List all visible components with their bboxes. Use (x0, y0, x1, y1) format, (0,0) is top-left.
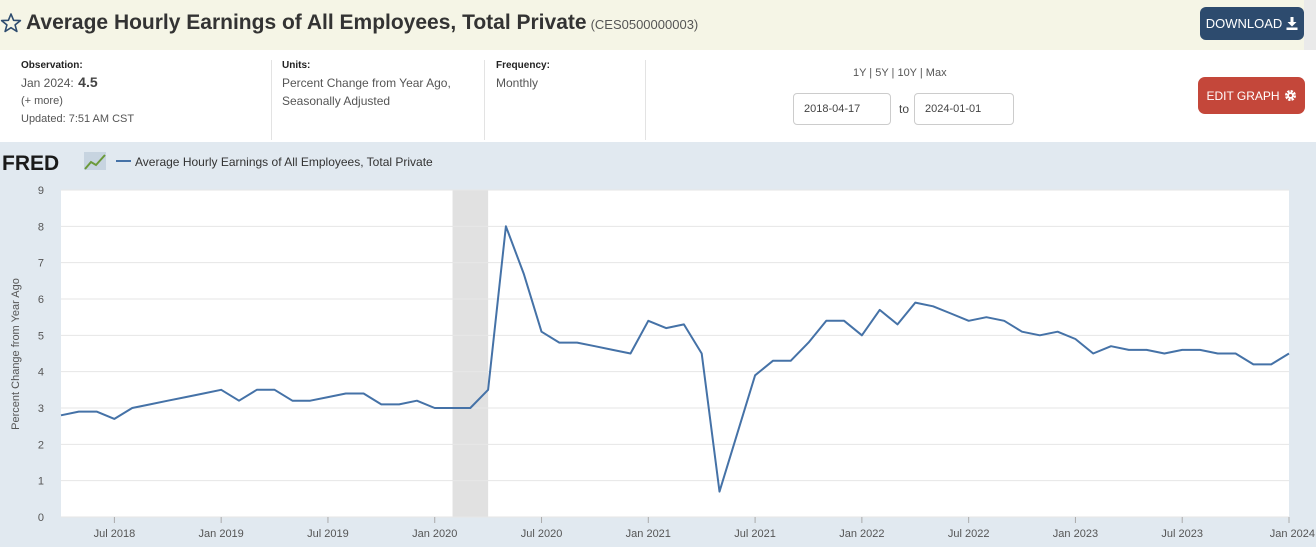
fred-logo-icon (84, 152, 106, 170)
legend-label: Average Hourly Earnings of All Employees… (135, 155, 433, 169)
y-tick-label: 7 (38, 258, 44, 270)
end-date-input[interactable] (914, 93, 1014, 125)
divider (484, 60, 485, 140)
observation-panel: Observation: Jan 2024: 4.5 (+ more) Upda… (21, 60, 261, 140)
units-line-1: Percent Change from Year Ago, (282, 76, 451, 90)
observation-value: 4.5 (78, 74, 98, 90)
gear-icon (1284, 90, 1296, 101)
download-icon (1286, 17, 1298, 30)
download-button[interactable]: DOWNLOAD (1200, 7, 1304, 40)
y-tick-label: 0 (38, 512, 44, 524)
y-tick-label: 8 (38, 221, 44, 233)
observation-label: Observation: (21, 60, 83, 71)
x-tick-label: Jul 2018 (94, 528, 136, 540)
more-link[interactable]: (+ more) (21, 95, 63, 107)
x-tick-label: Jan 2020 (412, 528, 457, 540)
y-tick-label: 5 (38, 330, 44, 342)
x-tick-label: Jan 2019 (199, 528, 244, 540)
to-label: to (899, 102, 910, 116)
frequency-label: Frequency: (496, 60, 550, 71)
start-date-input[interactable] (793, 93, 891, 125)
recession-shading (452, 190, 489, 517)
fred-logo-text: FRED (2, 152, 59, 175)
download-label: DOWNLOAD (1205, 16, 1283, 31)
units-panel: Units: Percent Change from Year Ago, Sea… (282, 60, 482, 140)
page-title: Average Hourly Earnings of All Employees… (26, 11, 698, 35)
x-tick-label: Jul 2019 (307, 528, 349, 540)
updated-text: Updated: 7:51 AM CST (21, 113, 135, 125)
y-tick-label: 4 (38, 367, 44, 379)
x-tick-label: Jan 2024 (1270, 528, 1315, 540)
units-label: Units: (282, 60, 311, 71)
x-tick-label: Jan 2023 (1053, 528, 1098, 540)
edit-graph-button[interactable]: EDIT GRAPH (1198, 77, 1305, 114)
x-tick-label: Jul 2022 (948, 528, 990, 540)
series-id: (CES0500000003) (590, 17, 699, 32)
x-tick-label: Jan 2022 (839, 528, 884, 540)
x-tick-label: Jul 2023 (1161, 528, 1203, 540)
y-axis-label: Percent Change from Year Ago (10, 278, 22, 430)
divider (271, 60, 272, 140)
header: Average Hourly Earnings of All Employees… (0, 0, 1316, 50)
series-line (60, 225, 1290, 493)
y-tick-label: 3 (38, 403, 44, 415)
y-tick-label: 2 (38, 439, 44, 451)
series-title: Average Hourly Earnings of All Employees… (26, 11, 587, 34)
units-line-2: Seasonally Adjusted (282, 94, 391, 108)
star-outline-icon[interactable] (0, 12, 22, 34)
range-links[interactable]: 1Y | 5Y | 10Y | Max (853, 67, 947, 79)
line-chart: FRED Average Hourly Earnings of All Empl… (2, 152, 1315, 540)
observation-row: Jan 2024: 4.5 (21, 74, 261, 92)
plot-background (61, 190, 1289, 517)
observation-date: Jan 2024: (21, 76, 74, 90)
x-tick-label: Jan 2021 (626, 528, 671, 540)
chart-area: FRED Average Hourly Earnings of All Empl… (0, 142, 1316, 547)
frequency-panel: Frequency: Monthly (496, 60, 636, 140)
edit-graph-label: EDIT GRAPH (1206, 88, 1280, 103)
info-bar: Observation: Jan 2024: 4.5 (+ more) Upda… (0, 50, 1316, 142)
y-tick-label: 1 (38, 476, 44, 488)
fred-logo[interactable]: FRED (2, 152, 106, 175)
x-tick-label: Jul 2020 (521, 528, 563, 540)
divider (645, 60, 646, 140)
y-tick-label: 9 (38, 185, 44, 197)
x-tick-label: Jul 2021 (734, 528, 776, 540)
frequency-value: Monthly (496, 76, 539, 90)
y-tick-label: 6 (38, 294, 44, 306)
